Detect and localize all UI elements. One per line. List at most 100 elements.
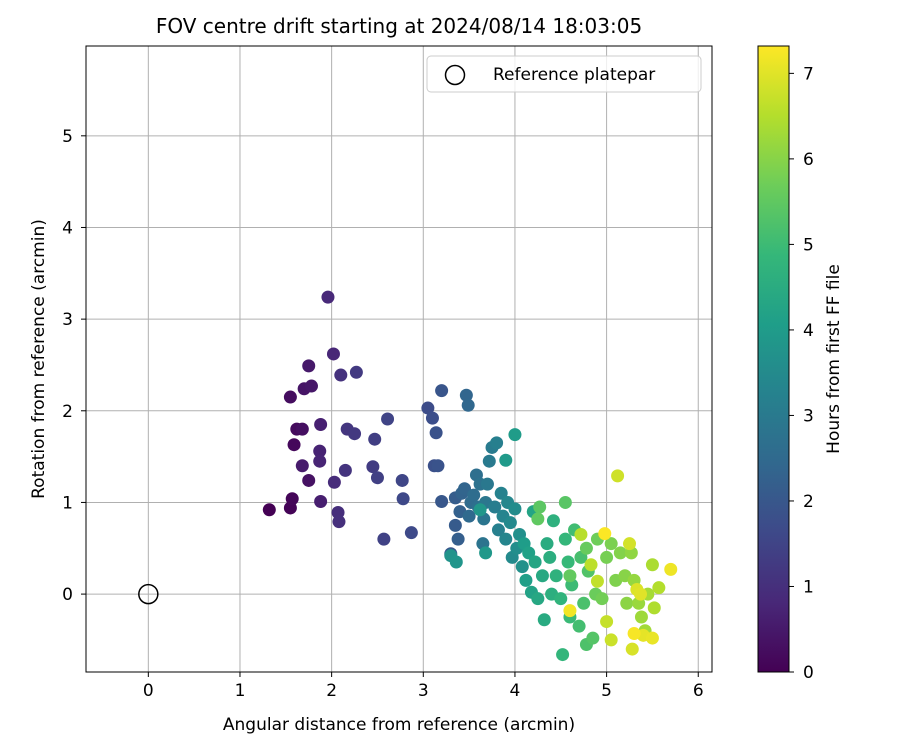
x-tick-label: 3 xyxy=(418,681,429,701)
data-point xyxy=(563,604,577,618)
data-point xyxy=(623,537,637,551)
data-point xyxy=(584,558,598,572)
colorbar-tick-label: 0 xyxy=(803,663,814,683)
data-point xyxy=(314,495,328,509)
data-point xyxy=(377,532,391,546)
data-point xyxy=(627,627,641,641)
colorbar-tick-label: 3 xyxy=(803,406,814,426)
data-point xyxy=(431,459,445,473)
colorbar-tick-label: 1 xyxy=(803,577,814,597)
data-point xyxy=(574,528,588,542)
data-point xyxy=(611,469,625,483)
data-point xyxy=(647,601,661,615)
data-point xyxy=(645,631,659,645)
data-point xyxy=(490,436,504,450)
data-point xyxy=(302,473,316,487)
data-point xyxy=(531,512,545,526)
data-point xyxy=(558,495,572,509)
colorbar-tick-label: 6 xyxy=(803,150,814,170)
data-point xyxy=(554,592,568,606)
data-point xyxy=(285,492,299,506)
reference-marker-layer xyxy=(138,583,159,605)
data-point xyxy=(302,359,316,373)
y-tick-label: 2 xyxy=(62,402,73,422)
data-point xyxy=(549,569,563,583)
x-tick-label: 1 xyxy=(235,681,246,701)
data-point xyxy=(577,596,591,610)
data-point xyxy=(535,569,549,583)
data-point xyxy=(645,558,659,572)
plot-frame xyxy=(85,45,713,673)
data-point xyxy=(590,574,604,588)
data-point xyxy=(451,532,465,546)
data-point xyxy=(370,471,384,485)
colorbar-frame xyxy=(757,45,790,673)
data-point xyxy=(429,426,443,440)
legend-marker-icon xyxy=(444,64,466,86)
legend-box xyxy=(426,55,702,93)
reference-platepar-marker xyxy=(138,583,159,605)
data-point xyxy=(664,562,678,576)
data-point xyxy=(381,412,395,426)
data-point xyxy=(519,573,533,587)
y-tick-label: 0 xyxy=(62,585,73,605)
data-point xyxy=(425,411,439,425)
data-point xyxy=(326,347,340,361)
data-point xyxy=(586,631,600,645)
y-axis-label: Rotation from reference (arcmin) xyxy=(29,219,49,499)
data-point xyxy=(449,555,463,569)
data-point xyxy=(338,463,352,477)
data-point xyxy=(600,550,614,564)
data-point xyxy=(528,555,542,569)
colorbar-gradient xyxy=(758,46,789,672)
data-point xyxy=(604,633,618,647)
x-tick-label: 0 xyxy=(143,681,154,701)
data-point xyxy=(546,514,560,528)
data-point xyxy=(491,523,505,537)
data-point xyxy=(537,613,551,627)
data-point xyxy=(327,475,341,489)
data-point xyxy=(295,422,309,436)
data-point xyxy=(494,486,508,500)
data-point xyxy=(295,459,309,473)
data-point xyxy=(556,648,570,662)
data-point xyxy=(262,503,276,517)
legend: Reference platepar xyxy=(426,55,702,93)
y-tick-label: 4 xyxy=(62,218,73,238)
grid-lines xyxy=(86,46,712,672)
data-point xyxy=(313,454,327,468)
chart-title: FOV centre drift starting at 2024/08/14 … xyxy=(156,14,642,38)
data-point xyxy=(314,418,328,432)
data-point xyxy=(604,537,618,551)
axis-ticks: 0 1 2 3 4 5 6 0 1 2 3 4 5 xyxy=(62,127,703,701)
colorbar: 0 1 2 3 4 5 6 7 Hours from first FF file xyxy=(757,45,844,683)
data-point xyxy=(625,642,639,656)
data-point xyxy=(508,428,522,442)
data-point xyxy=(499,532,513,546)
y-tick-label: 5 xyxy=(62,127,73,147)
data-points xyxy=(262,290,678,662)
data-point xyxy=(515,560,529,574)
data-point xyxy=(366,460,380,474)
data-point xyxy=(482,454,496,468)
colorbar-tick-label: 4 xyxy=(803,321,814,341)
data-point xyxy=(652,581,666,595)
x-tick-label: 4 xyxy=(510,681,521,701)
data-point xyxy=(613,546,627,560)
data-point xyxy=(508,502,522,516)
data-point xyxy=(396,492,410,506)
data-point xyxy=(321,290,335,304)
x-tick-label: 2 xyxy=(326,681,337,701)
y-tick-label: 3 xyxy=(62,310,73,330)
data-point xyxy=(462,509,476,523)
data-point xyxy=(595,592,609,606)
data-point xyxy=(473,503,487,517)
data-point xyxy=(503,516,517,530)
data-point xyxy=(488,500,502,514)
data-point xyxy=(348,427,362,441)
data-point xyxy=(283,390,297,404)
data-point xyxy=(404,526,418,540)
colorbar-label: Hours from first FF file xyxy=(824,264,844,454)
